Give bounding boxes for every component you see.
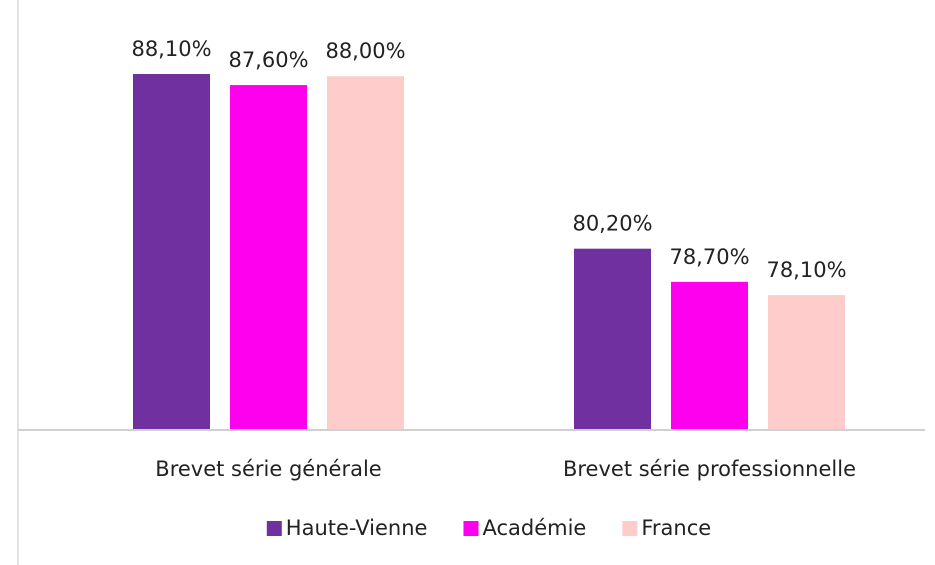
- bar: [230, 85, 307, 431]
- legend-swatch: [622, 521, 638, 536]
- legend-label: Académie: [482, 516, 586, 540]
- legend-label: France: [641, 516, 711, 540]
- data-label: 88,00%: [325, 39, 405, 63]
- bar: [768, 295, 845, 430]
- x-tick-label: Brevet série professionnelle: [563, 457, 856, 481]
- bar: [671, 281, 748, 430]
- data-label: 78,70%: [669, 245, 749, 269]
- data-label: 78,10%: [766, 258, 846, 282]
- bar: [133, 74, 210, 430]
- data-label: 80,20%: [572, 212, 652, 236]
- bar: [327, 76, 404, 430]
- legend-label: Haute-Vienne: [286, 516, 428, 540]
- x-tick-label: Brevet série générale: [155, 457, 381, 481]
- bar: [574, 248, 651, 430]
- data-label: 87,60%: [228, 48, 308, 72]
- data-label: 88,10%: [131, 37, 211, 61]
- legend-swatch: [463, 521, 479, 536]
- legend-swatch: [266, 521, 282, 536]
